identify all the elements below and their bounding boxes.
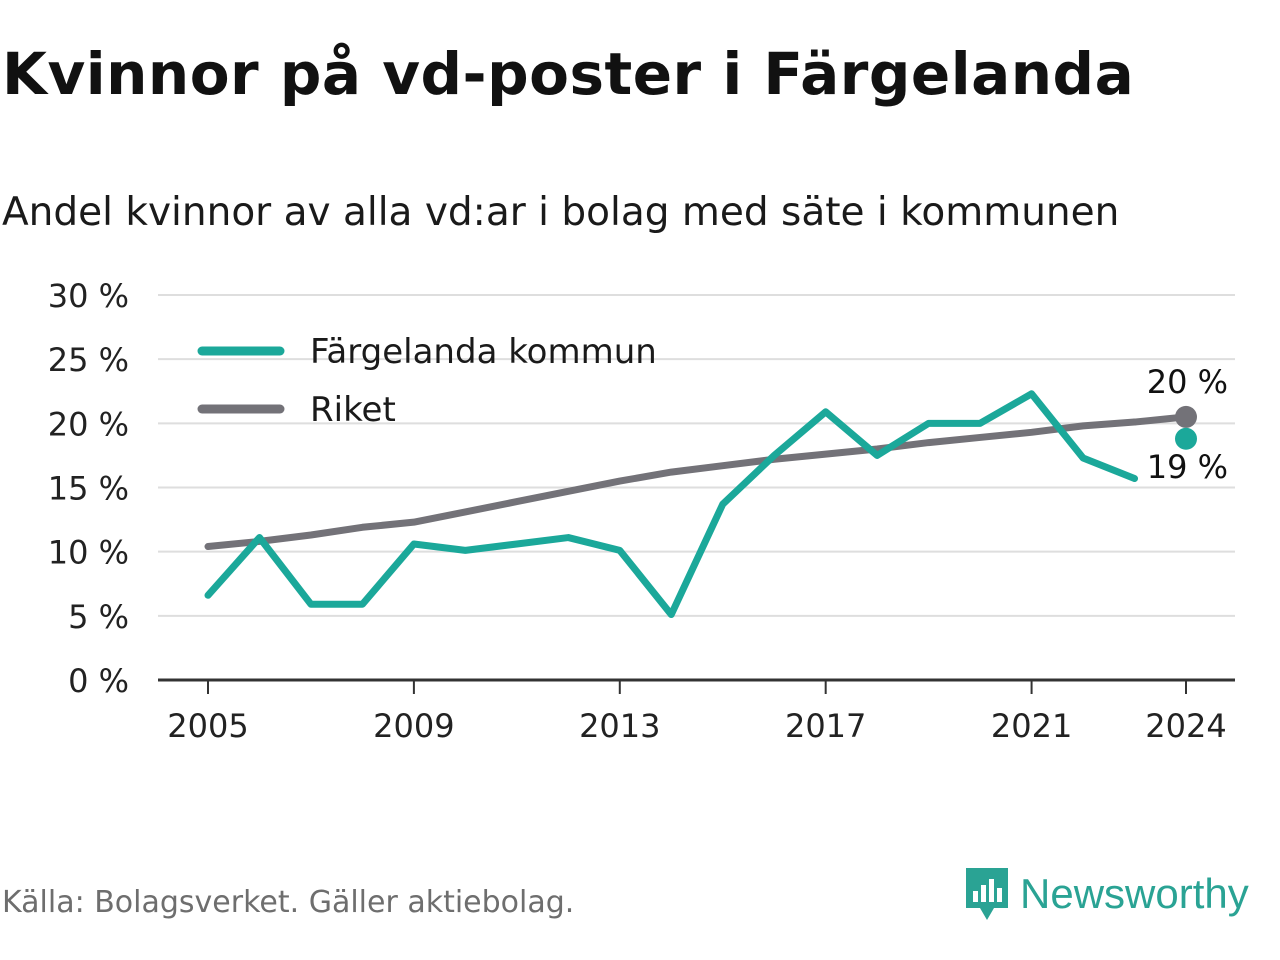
legend-label: Färgelanda kommun — [310, 332, 657, 372]
x-tick-label: 2005 — [167, 707, 248, 745]
x-tick-label: 2013 — [579, 707, 660, 745]
x-tick-label: 2024 — [1145, 707, 1226, 745]
x-tick-label: 2017 — [785, 707, 866, 745]
chart-subtitle: Andel kvinnor av alla vd:ar i bolag med … — [2, 190, 1120, 235]
series-line — [204, 418, 1139, 551]
y-tick-label: 20 % — [48, 405, 129, 443]
y-tick-label: 0 % — [68, 662, 129, 700]
legend-label: Riket — [310, 390, 396, 430]
y-tick-label: 15 % — [48, 470, 129, 508]
end-label: 19 % — [1147, 448, 1228, 486]
end-point-marker — [1175, 405, 1197, 428]
y-tick-label: 5 % — [68, 598, 129, 636]
source-note: Källa: Bolagsverket. Gäller aktiebolag. — [2, 885, 575, 920]
series-line — [204, 390, 1139, 619]
y-tick-label: 25 % — [48, 341, 129, 379]
x-tick-label: 2021 — [991, 707, 1072, 745]
brand-name: Newsworthy — [1020, 870, 1249, 917]
brand-logo: Newsworthy — [962, 862, 1249, 926]
x-tick-label: 2009 — [373, 707, 454, 745]
y-tick-label: 10 % — [48, 534, 129, 572]
end-point-marker — [1175, 427, 1197, 450]
newsworthy-logo-icon — [966, 868, 1008, 920]
chart-title: Kvinnor på vd-poster i Färgelanda — [2, 40, 1135, 108]
end-label: 20 % — [1147, 363, 1228, 401]
y-tick-label: 30 % — [48, 277, 129, 315]
